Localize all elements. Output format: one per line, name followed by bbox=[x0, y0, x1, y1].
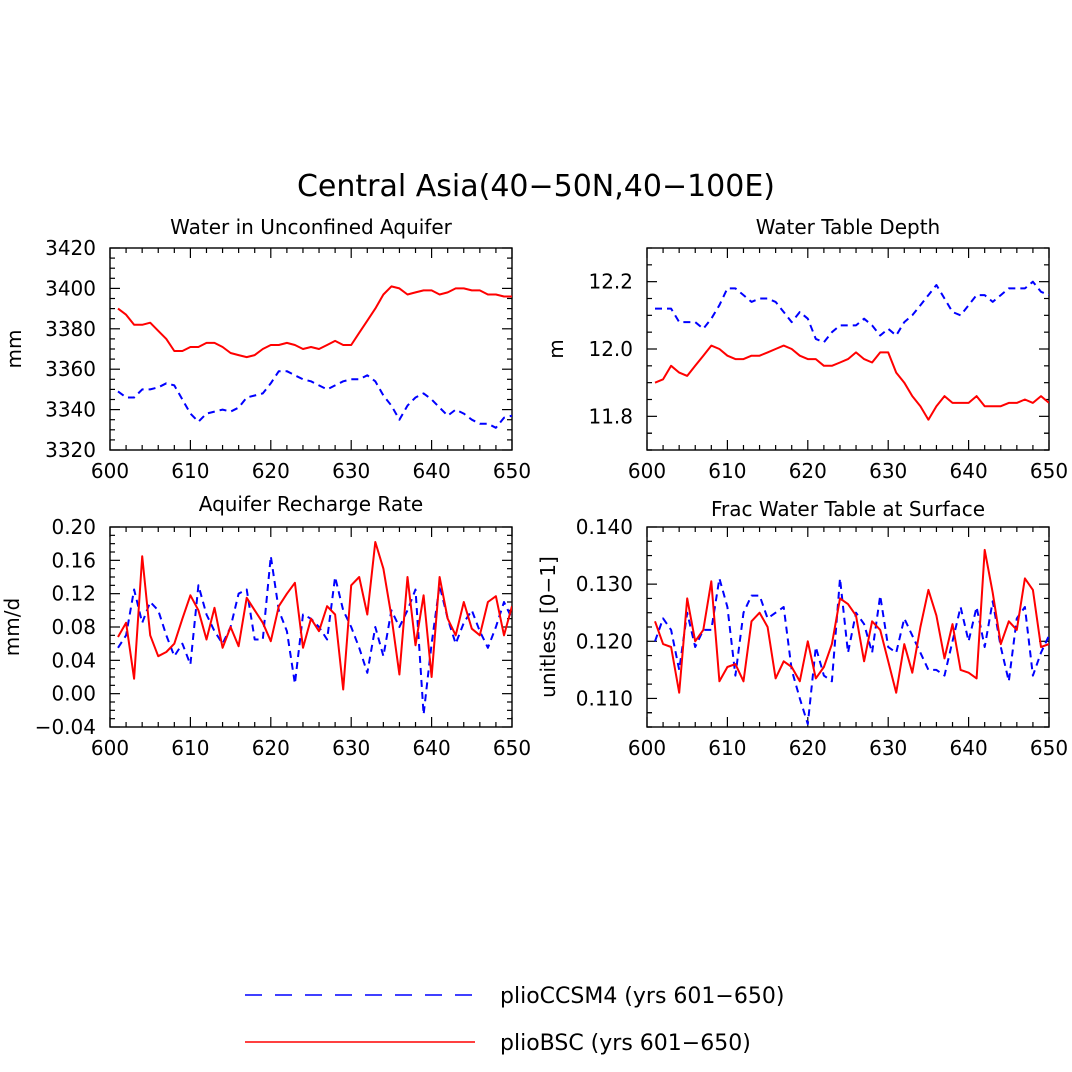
water-in-unconfined-aquifer-ytick-label-3400: 3400 bbox=[45, 276, 96, 300]
water-in-unconfined-aquifer-title: Water in Unconfined Aquifer bbox=[170, 215, 453, 239]
water-in-unconfined-aquifer-xtick-label-620: 620 bbox=[252, 459, 290, 483]
aquifer-recharge-rate-xtick-label-650: 650 bbox=[493, 736, 531, 760]
aquifer-recharge-rate-ytick-label-0p16: 0.16 bbox=[51, 548, 96, 572]
panel-water-table-depth: Water Table Depth m 600 610 620 630 640 650 11.8… bbox=[544, 215, 1068, 483]
frac-water-table-at-surface-xtick-label-620: 620 bbox=[789, 736, 827, 760]
legend-label-pliccsm4: plioCCSM4 (yrs 601−650) bbox=[500, 984, 784, 1009]
frac-water-table-at-surface-ytick-label-0p14: 0.140 bbox=[576, 515, 633, 539]
water-table-depth-xtick-label-640: 640 bbox=[950, 459, 988, 483]
aquifer-recharge-rate-ytick-label-0p04: 0.04 bbox=[51, 648, 96, 672]
frac-water-table-at-surface-ylabel: unitless [0−1] bbox=[536, 556, 560, 698]
aquifer-recharge-rate-series-pliobsc-line bbox=[117, 541, 512, 691]
aquifer-recharge-rate-ytick-label-0p12: 0.12 bbox=[51, 582, 96, 606]
water-table-depth-title: Water Table Depth bbox=[756, 215, 940, 239]
frac-water-table-at-surface-ytick-label-0p11: 0.110 bbox=[576, 686, 633, 710]
water-table-depth-xtick-label-620: 620 bbox=[789, 459, 827, 483]
water-table-depth-xtick-label-610: 610 bbox=[708, 459, 746, 483]
water-in-unconfined-aquifer-xtick-label-630: 630 bbox=[332, 459, 370, 483]
water-table-depth-ylabel: m bbox=[544, 339, 568, 358]
aquifer-recharge-rate-xtick-label-610: 610 bbox=[171, 736, 209, 760]
water-in-unconfined-aquifer-series-pliccsm4-line bbox=[117, 370, 512, 429]
water-in-unconfined-aquifer-ytick-label-3340: 3340 bbox=[45, 398, 96, 422]
legend: plioCCSM4 (yrs 601−650) plioBSC (yrs 601… bbox=[245, 984, 784, 1056]
water-in-unconfined-aquifer-xtick-label-640: 640 bbox=[413, 459, 451, 483]
figure-title: Central Asia(40−50N,40−100E) bbox=[297, 169, 775, 204]
frac-water-table-at-surface-series-pliccsm4-line bbox=[654, 577, 1049, 726]
water-in-unconfined-aquifer-plot-frame bbox=[109, 247, 513, 451]
water-table-depth-xtick-label-650: 650 bbox=[1030, 459, 1068, 483]
water-table-depth-xtick-label-630: 630 bbox=[869, 459, 907, 483]
frac-water-table-at-surface-ytick-label-0p12: 0.120 bbox=[576, 629, 633, 653]
aquifer-recharge-rate-title: Aquifer Recharge Rate bbox=[199, 492, 424, 516]
aquifer-recharge-rate-ytick-label-0: 0.00 bbox=[51, 682, 96, 706]
aquifer-recharge-rate-xtick-label-630: 630 bbox=[332, 736, 370, 760]
aquifer-recharge-rate-xtick-label-600: 600 bbox=[91, 736, 129, 760]
water-in-unconfined-aquifer-ylabel: mm bbox=[2, 330, 26, 369]
water-in-unconfined-aquifer-ytick-label-3360: 3360 bbox=[45, 357, 96, 381]
panel-frac-water-table-at-surface: Frac Water Table at Surface unitless [0−1… bbox=[536, 497, 1068, 760]
water-table-depth-plot-frame bbox=[646, 247, 1050, 451]
aquifer-recharge-rate-ytick-label-neg0p04: −0.04 bbox=[35, 715, 96, 739]
water-in-unconfined-aquifer-ytick-label-3420: 3420 bbox=[45, 236, 96, 260]
aquifer-recharge-rate-xtick-label-640: 640 bbox=[413, 736, 451, 760]
frac-water-table-at-surface-xtick-label-610: 610 bbox=[708, 736, 746, 760]
water-in-unconfined-aquifer-ytick-label-3320: 3320 bbox=[45, 438, 96, 462]
frac-water-table-at-surface-xtick-label-630: 630 bbox=[869, 736, 907, 760]
frac-water-table-at-surface-series-pliobsc-line bbox=[654, 548, 1049, 694]
aquifer-recharge-rate-xtick-label-620: 620 bbox=[252, 736, 290, 760]
legend-label-pliobsc: plioBSC (yrs 601−650) bbox=[500, 1031, 751, 1056]
frac-water-table-at-surface-plot-frame bbox=[646, 526, 1050, 728]
frac-water-table-at-surface-title: Frac Water Table at Surface bbox=[711, 497, 985, 521]
panel-aquifer-recharge-rate: Aquifer Recharge Rate mm/d 600 610 620 630 640… bbox=[0, 492, 531, 760]
frac-water-table-at-surface-xtick-label-600: 600 bbox=[628, 736, 666, 760]
water-in-unconfined-aquifer-xtick-label-610: 610 bbox=[171, 459, 209, 483]
aquifer-recharge-rate-ytick-label-0p08: 0.08 bbox=[51, 615, 96, 639]
water-table-depth-xtick-label-600: 600 bbox=[628, 459, 666, 483]
water-table-depth-ytick-label-11p8: 11.8 bbox=[588, 404, 633, 428]
water-in-unconfined-aquifer-xtick-label-600: 600 bbox=[91, 459, 129, 483]
frac-water-table-at-surface-ytick-label-0p13: 0.130 bbox=[576, 572, 633, 596]
water-table-depth-series-pliccsm4-line bbox=[655, 280, 1049, 344]
frac-water-table-at-surface-xtick-label-640: 640 bbox=[950, 736, 988, 760]
water-in-unconfined-aquifer-series-pliobsc-line bbox=[117, 285, 512, 359]
aquifer-recharge-rate-ytick-label-0p2: 0.20 bbox=[51, 515, 96, 539]
water-in-unconfined-aquifer-xtick-label-650: 650 bbox=[493, 459, 531, 483]
water-table-depth-ytick-label-12: 12.0 bbox=[588, 337, 633, 361]
water-table-depth-series-pliobsc-line bbox=[654, 344, 1049, 421]
water-in-unconfined-aquifer-ytick-label-3380: 3380 bbox=[45, 317, 96, 341]
frac-water-table-at-surface-xtick-label-650: 650 bbox=[1030, 736, 1068, 760]
panel-water-in-unconfined-aquifer: Water in Unconfined Aquifer mm 600 610 620 63… bbox=[2, 215, 531, 483]
aquifer-recharge-rate-ylabel: mm/d bbox=[0, 598, 24, 656]
water-table-depth-ytick-label-12p2: 12.2 bbox=[588, 270, 633, 294]
